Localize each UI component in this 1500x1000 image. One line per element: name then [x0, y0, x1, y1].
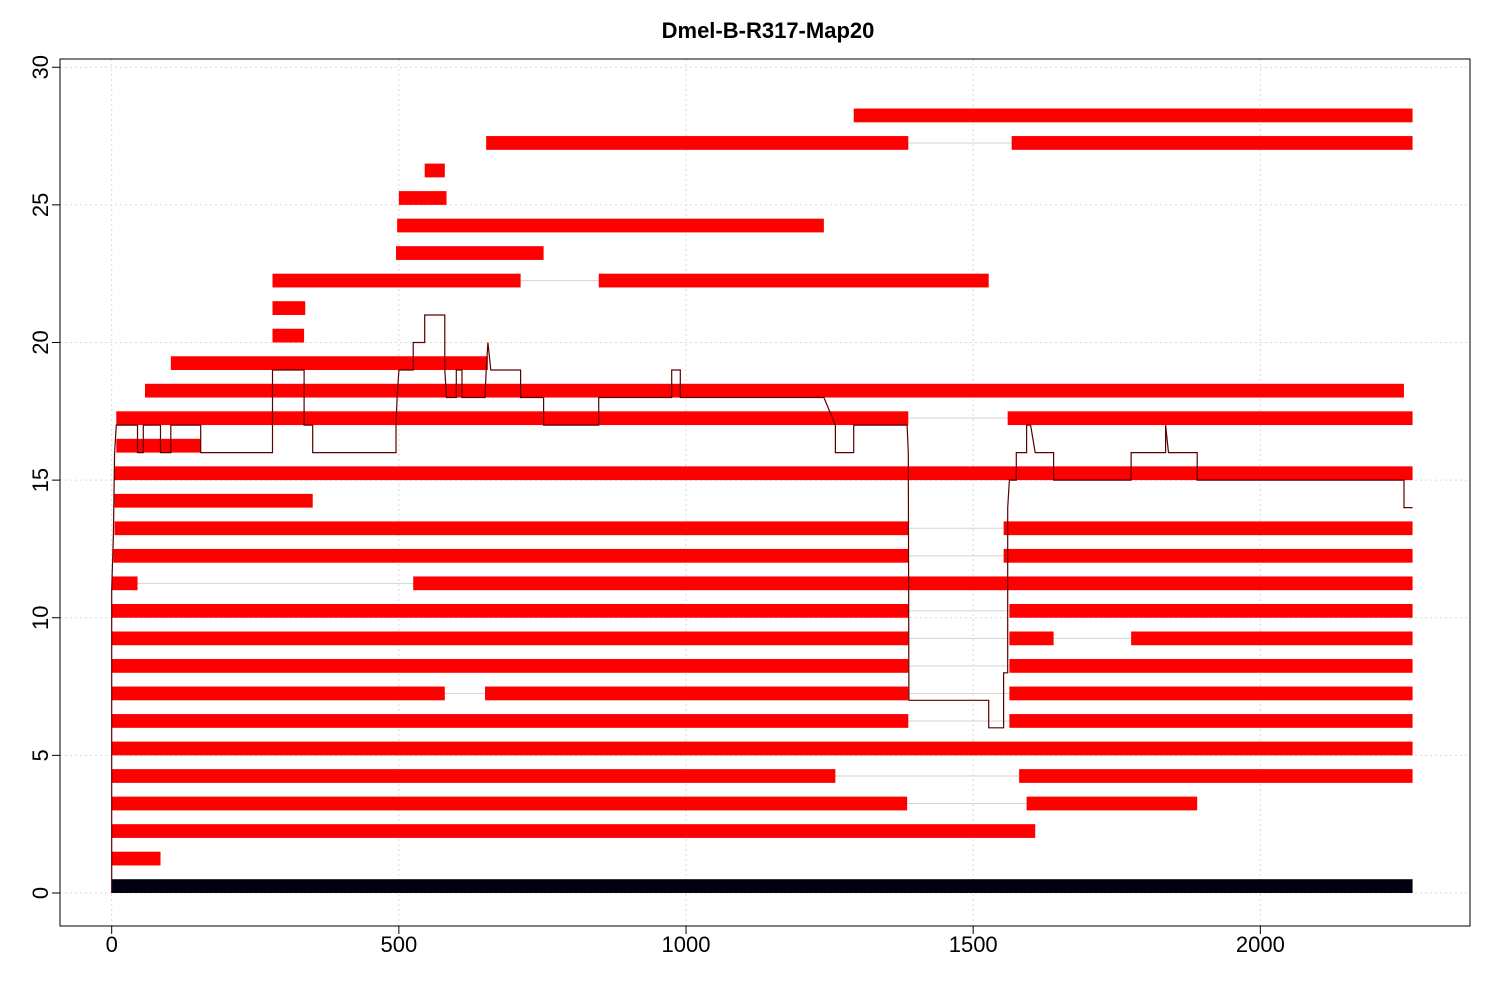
read-segment — [272, 273, 521, 288]
read-segment — [111, 631, 909, 646]
read-segment — [114, 521, 909, 536]
read-segment — [111, 851, 161, 866]
read-segment — [1009, 686, 1413, 701]
y-tick-label: 30 — [28, 55, 53, 79]
y-tick-label: 25 — [28, 193, 53, 217]
read-segment — [111, 686, 445, 701]
read-segment — [111, 603, 909, 618]
read-segment — [170, 356, 488, 371]
read-segment — [1003, 521, 1413, 536]
y-tick-label: 0 — [28, 887, 53, 899]
read-segment — [111, 824, 1036, 838]
read-segment — [1003, 548, 1413, 563]
read-segment — [111, 659, 909, 673]
reference-bar — [111, 879, 1413, 893]
read-segment — [485, 686, 909, 701]
y-tick-label: 15 — [28, 468, 53, 492]
x-axis: 0 500 1000 1500 2000 — [106, 925, 1285, 957]
read-segment — [424, 163, 445, 178]
x-tick-label: 1500 — [949, 932, 998, 957]
y-tick-label: 20 — [28, 330, 53, 354]
read-segment — [111, 741, 1413, 756]
read-segment — [853, 108, 1413, 123]
read-segment — [114, 466, 1413, 481]
read-segment — [272, 301, 306, 315]
chart-title: Dmel-B-R317-Map20 — [662, 18, 875, 43]
read-segment — [413, 576, 1413, 591]
read-segment — [1009, 714, 1413, 728]
read-gaps — [137, 142, 1132, 805]
read-segment — [272, 328, 305, 343]
read-segment — [111, 714, 909, 728]
read-segment — [114, 493, 313, 508]
read-segment — [111, 576, 138, 591]
read-segment — [398, 191, 447, 205]
x-tick-label: 1000 — [662, 932, 711, 957]
coverage-polyline — [111, 314, 1413, 893]
read-segment — [1009, 659, 1413, 673]
coverage-line — [111, 314, 1413, 893]
read-segment — [1026, 796, 1198, 811]
y-tick-label: 5 — [28, 749, 53, 761]
read-segment — [397, 218, 824, 233]
y-tick-label: 10 — [28, 605, 53, 629]
read-segment — [486, 136, 909, 150]
x-tick-label: 500 — [381, 932, 418, 957]
reference-track — [111, 879, 1413, 893]
x-tick-label: 2000 — [1236, 932, 1285, 957]
read-segment — [1009, 603, 1413, 618]
y-axis: 0 5 10 15 20 25 30 — [28, 55, 61, 899]
read-segment — [116, 438, 201, 453]
read-segment — [1011, 136, 1413, 150]
read-segment — [145, 383, 1404, 398]
read-segment — [111, 769, 836, 783]
read-segment — [1019, 769, 1413, 783]
reads — [111, 108, 1413, 866]
read-segment — [1009, 631, 1054, 646]
read-segment — [116, 411, 909, 426]
read-segment — [113, 548, 909, 563]
read-segment — [1131, 631, 1413, 646]
read-segment — [1007, 411, 1413, 426]
read-segment — [111, 796, 908, 811]
x-tick-label: 0 — [106, 932, 118, 957]
read-segment — [598, 273, 989, 288]
read-segment — [395, 246, 544, 260]
